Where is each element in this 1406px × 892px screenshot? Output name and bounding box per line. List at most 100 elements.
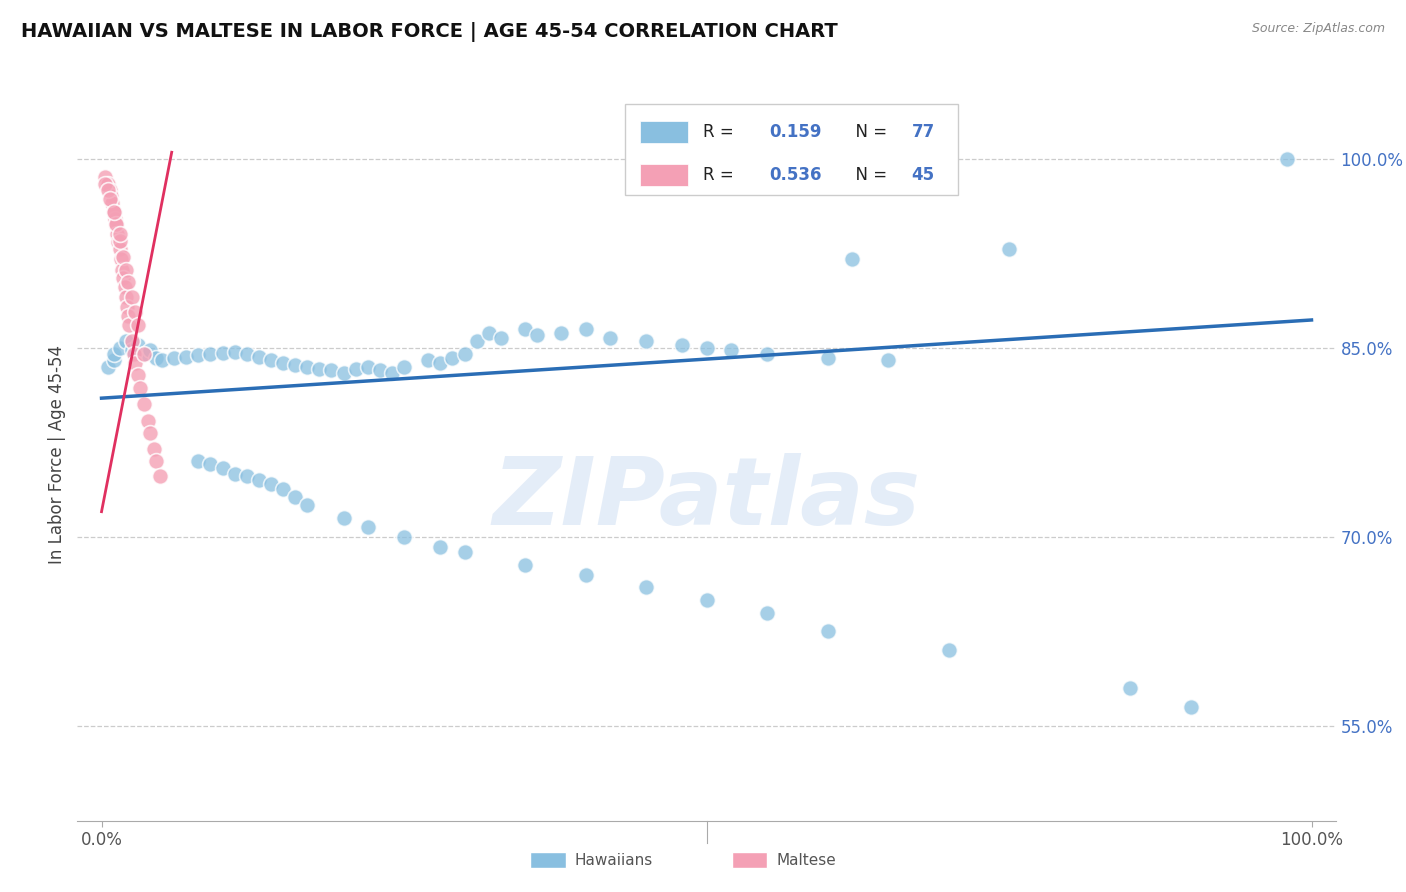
Point: [841, 252, 863, 267]
Point: [117, 275, 139, 289]
FancyBboxPatch shape: [624, 103, 959, 195]
Point: [187, 454, 209, 468]
Text: ZIPatlas: ZIPatlas: [492, 453, 921, 545]
Point: [574, 567, 596, 582]
Point: [550, 326, 572, 340]
Point: [127, 368, 149, 383]
Point: [132, 397, 155, 411]
Point: [235, 469, 257, 483]
Point: [574, 322, 596, 336]
Point: [634, 580, 657, 594]
Point: [174, 350, 197, 364]
Point: [418, 353, 440, 368]
Point: [101, 195, 124, 210]
Point: [103, 204, 125, 219]
Point: [104, 212, 127, 227]
Point: [127, 318, 149, 332]
Point: [224, 467, 246, 481]
Point: [139, 426, 162, 441]
Point: [368, 363, 391, 377]
Point: [513, 322, 536, 336]
Point: [938, 643, 960, 657]
Point: [200, 347, 222, 361]
Point: [98, 192, 121, 206]
Point: [211, 460, 233, 475]
Text: HAWAIIAN VS MALTESE IN LABOR FORCE | AGE 45-54 CORRELATION CHART: HAWAIIAN VS MALTESE IN LABOR FORCE | AGE…: [21, 22, 838, 42]
Point: [110, 252, 132, 267]
Point: [132, 347, 155, 361]
Point: [150, 353, 173, 368]
Point: [271, 356, 294, 370]
Point: [112, 271, 135, 285]
Point: [211, 345, 233, 359]
Point: [260, 353, 283, 368]
Point: [121, 290, 143, 304]
Point: [105, 217, 128, 231]
Point: [817, 351, 839, 365]
Point: [163, 351, 186, 365]
Text: N =: N =: [845, 122, 893, 141]
Point: [260, 477, 283, 491]
Point: [357, 520, 380, 534]
Point: [142, 442, 165, 456]
Point: [145, 454, 167, 468]
Point: [149, 469, 172, 483]
Point: [465, 334, 488, 349]
Point: [453, 545, 475, 559]
Point: [271, 482, 294, 496]
Point: [108, 234, 131, 248]
Point: [97, 183, 120, 197]
Point: [127, 338, 149, 352]
Point: [136, 414, 159, 428]
Point: [103, 204, 125, 219]
Point: [247, 473, 270, 487]
Point: [381, 366, 404, 380]
Point: [441, 351, 464, 365]
Point: [200, 457, 222, 471]
Point: [105, 219, 128, 233]
Point: [224, 344, 246, 359]
Text: 77: 77: [911, 122, 935, 141]
Text: R =: R =: [703, 122, 738, 141]
Text: R =: R =: [703, 166, 738, 184]
Point: [392, 359, 415, 374]
Point: [112, 250, 135, 264]
Point: [429, 356, 451, 370]
Point: [1119, 681, 1142, 696]
Point: [357, 359, 380, 374]
Point: [599, 331, 621, 345]
Text: Hawaiians: Hawaiians: [575, 853, 652, 868]
Point: [103, 347, 125, 361]
Point: [121, 334, 143, 349]
Text: Maltese: Maltese: [778, 853, 837, 868]
Bar: [731, 852, 766, 868]
Point: [297, 499, 319, 513]
Point: [756, 347, 779, 361]
Point: [332, 511, 354, 525]
Point: [526, 328, 548, 343]
Point: [1277, 152, 1299, 166]
Point: [671, 338, 693, 352]
Point: [94, 170, 117, 185]
Point: [478, 326, 501, 340]
Point: [94, 177, 117, 191]
Point: [115, 301, 138, 315]
Point: [756, 606, 779, 620]
Point: [145, 351, 167, 365]
Text: 0.536: 0.536: [769, 166, 823, 184]
Point: [108, 341, 131, 355]
Point: [1180, 700, 1202, 714]
Point: [103, 204, 125, 219]
Point: [114, 262, 136, 277]
Point: [100, 189, 122, 203]
Point: [139, 343, 162, 358]
Text: 45: 45: [911, 166, 935, 184]
Point: [105, 227, 128, 242]
Point: [513, 558, 536, 572]
Bar: [640, 120, 688, 143]
Point: [97, 359, 120, 374]
Point: [332, 366, 354, 380]
Point: [98, 183, 121, 197]
Point: [103, 353, 125, 368]
Point: [108, 243, 131, 257]
